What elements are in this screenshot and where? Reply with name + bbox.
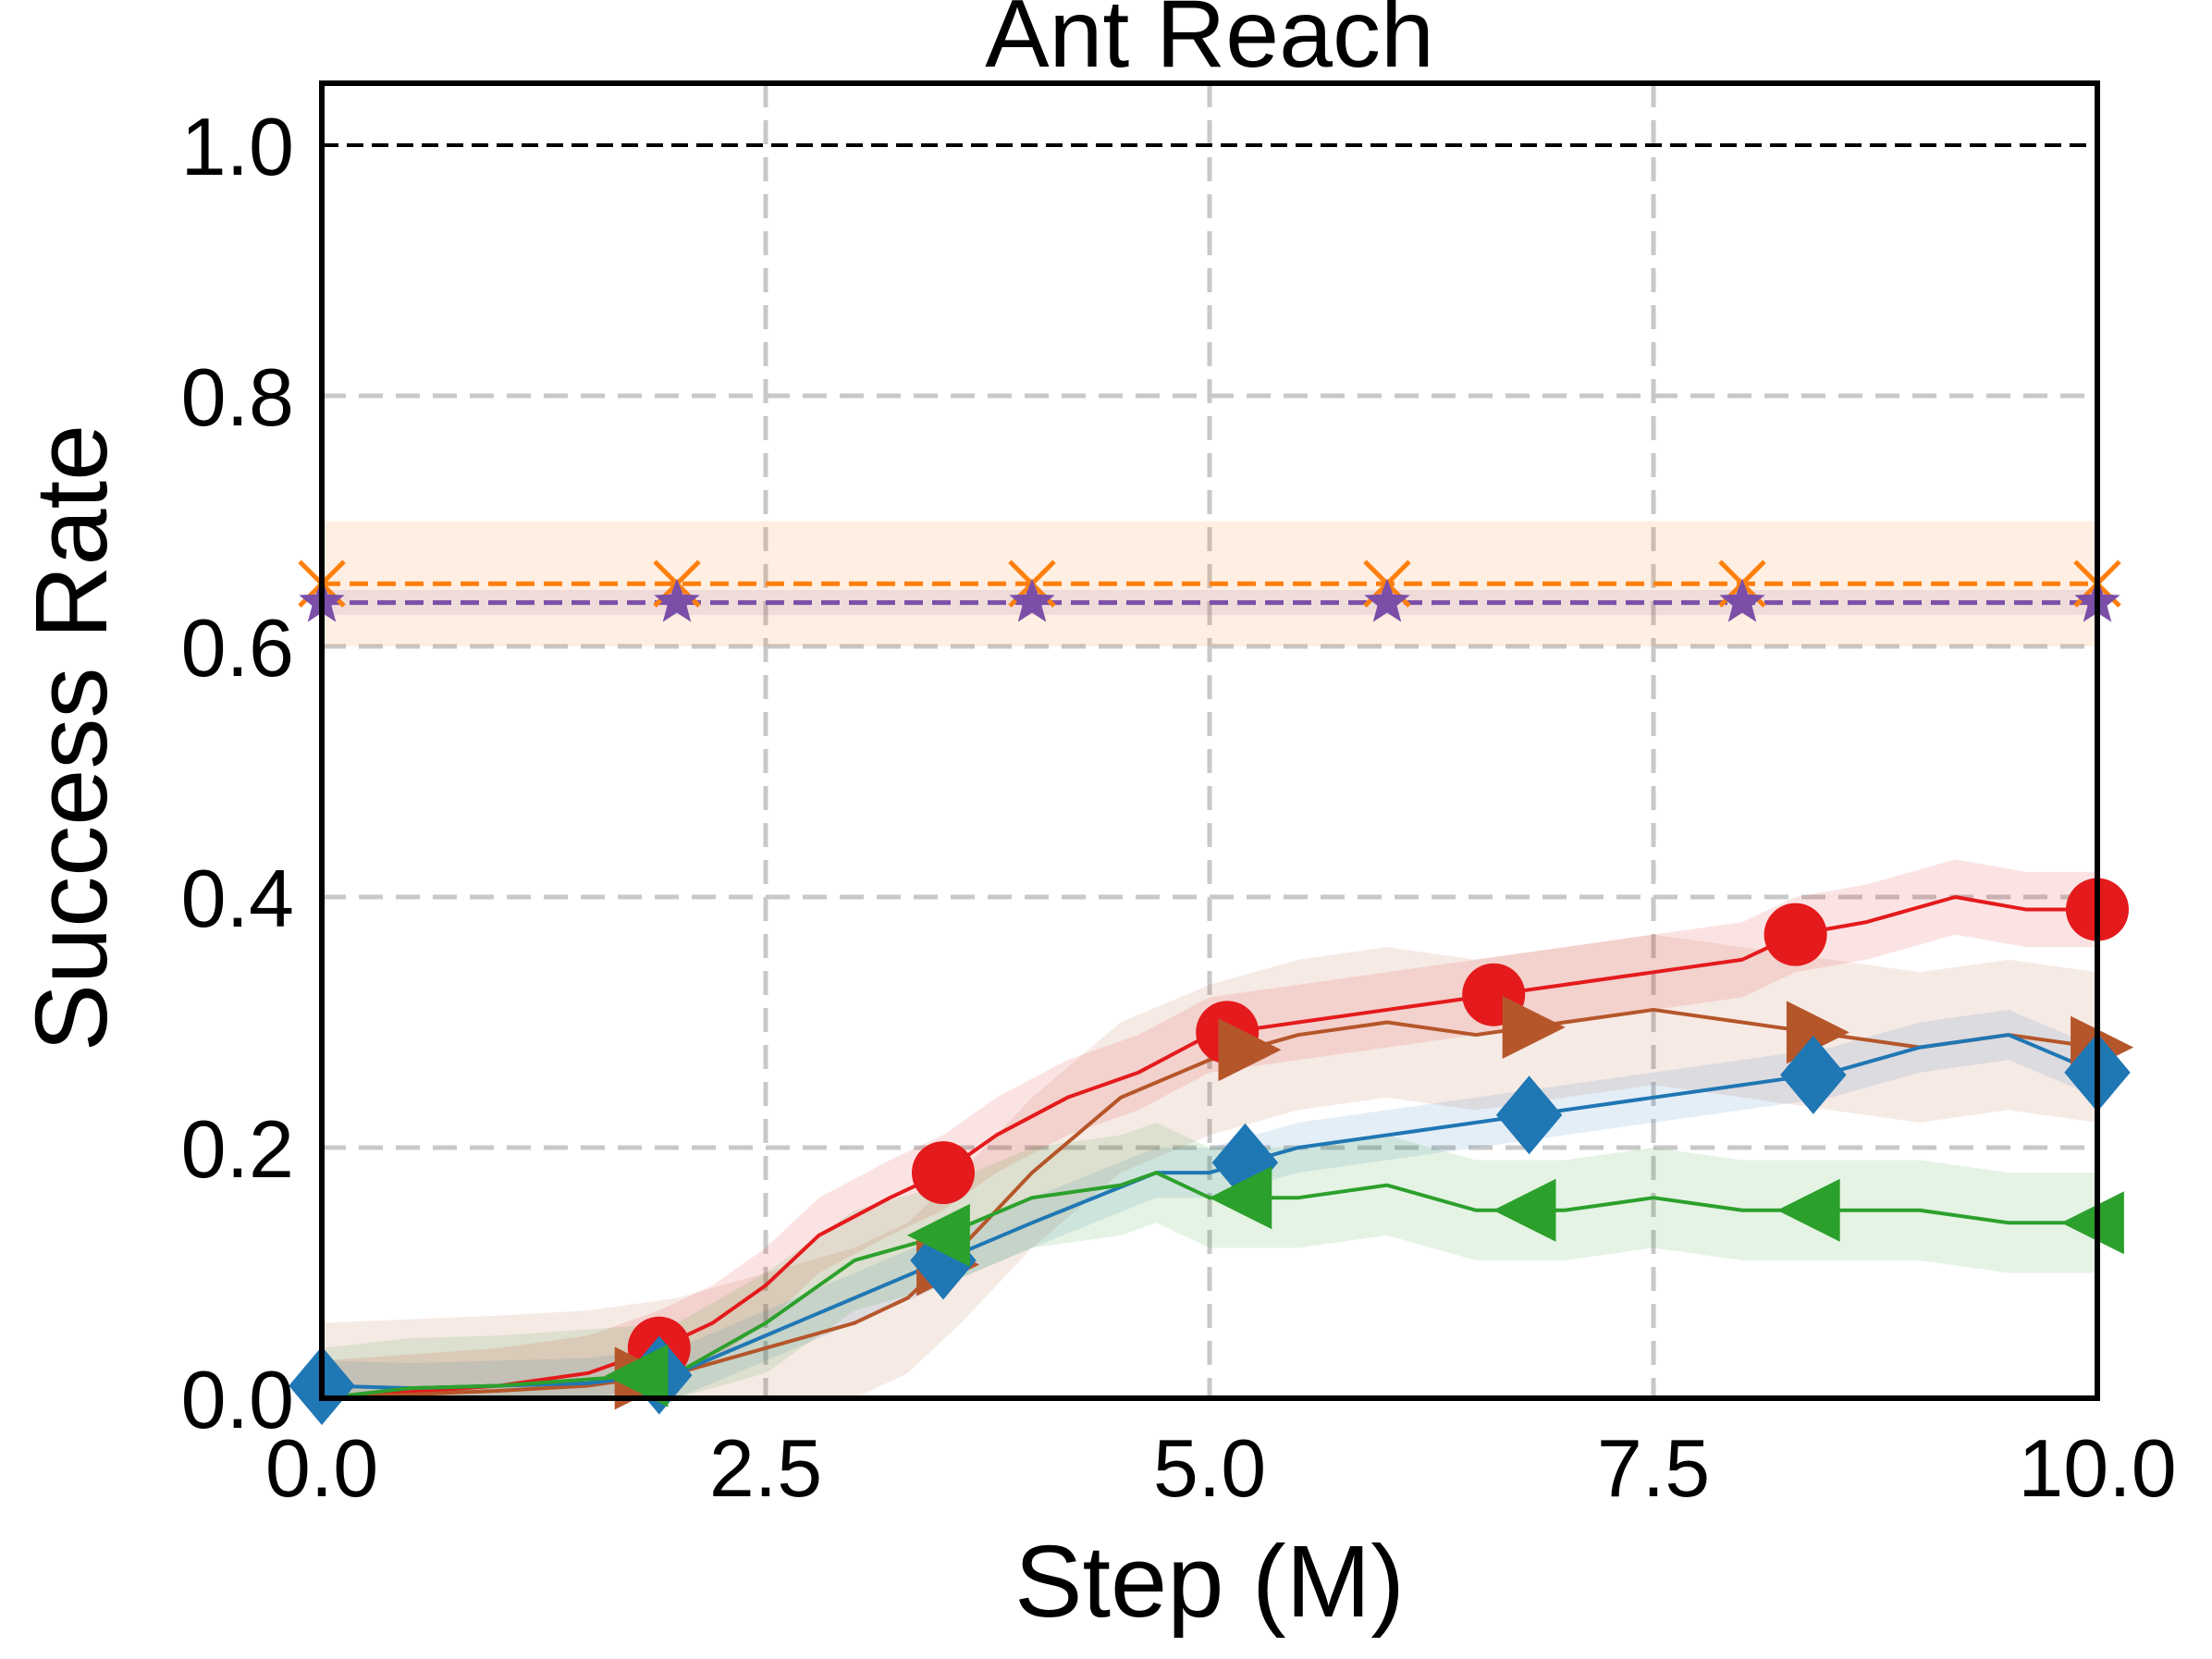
marker-green	[605, 1344, 669, 1407]
marker-purple	[654, 578, 700, 622]
x-tick-label: 7.5	[1597, 1422, 1710, 1514]
marker-green	[1776, 1178, 1840, 1242]
marker-brown	[1502, 995, 1566, 1059]
y-tick-label: 0.2	[181, 1103, 294, 1195]
band-green	[322, 1122, 2097, 1398]
marker-blue	[1495, 1075, 1563, 1155]
x-tick-label: 0.0	[265, 1422, 378, 1514]
y-tick-labels: 0.0 0.2 0.4 0.6 0.8 1.0	[181, 101, 294, 1445]
y-tick-label: 0.6	[181, 602, 294, 694]
marker-brown	[1218, 1018, 1282, 1082]
marker-green	[2060, 1191, 2124, 1255]
y-tick-label: 0.4	[181, 853, 294, 944]
y-tick-label: 0.8	[181, 351, 294, 443]
y-axis-label: Success Rate	[15, 424, 129, 1052]
x-tick-label: 10.0	[2018, 1422, 2176, 1514]
x-tick-label: 2.5	[709, 1422, 822, 1514]
plot-frame	[319, 80, 2100, 1401]
marker-brown	[1786, 1001, 1849, 1064]
marker-green	[1493, 1178, 1556, 1242]
y-tick-label: 0.0	[181, 1354, 294, 1445]
grid	[322, 83, 2097, 1398]
marker-purple	[1719, 578, 1765, 622]
marker-purple	[1009, 578, 1055, 622]
x-axis-label: Step (M)	[1014, 1525, 1405, 1639]
marker-purple	[1364, 578, 1410, 622]
band-red	[322, 859, 2097, 1398]
band-brown	[322, 934, 2097, 1398]
x-tick-labels: 0.0 2.5 5.0 7.5 10.0	[265, 1422, 2177, 1514]
marker-blue	[1780, 1035, 1847, 1114]
marker-green	[906, 1203, 970, 1267]
band-blue	[322, 1009, 2097, 1398]
marker-green	[1209, 1166, 1272, 1230]
chart-title: Ant Reach	[985, 0, 1434, 88]
marker-red	[912, 1141, 975, 1205]
marker-red	[1763, 903, 1827, 966]
y-tick-label: 1.0	[181, 101, 294, 192]
x-tick-label: 5.0	[1153, 1422, 1266, 1514]
